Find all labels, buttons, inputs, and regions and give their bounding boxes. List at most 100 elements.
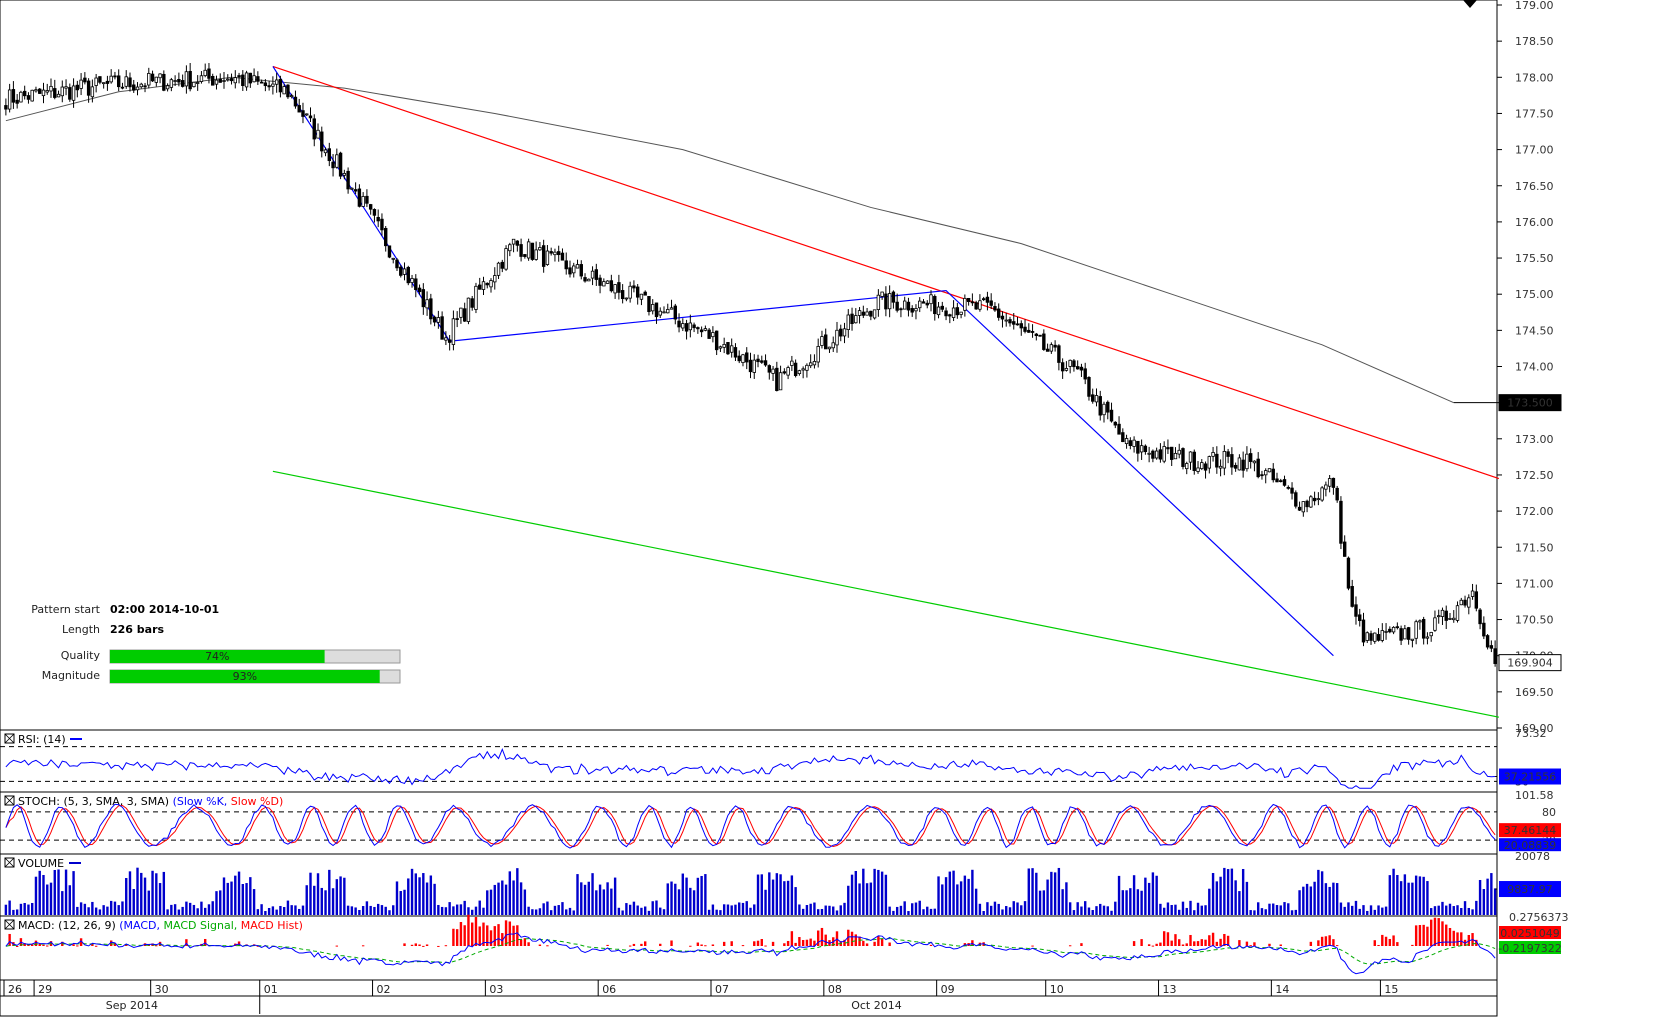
volume-bar — [46, 884, 49, 915]
macd-hist-bar — [459, 922, 463, 946]
candle-body — [530, 242, 535, 260]
volume-bar — [42, 874, 45, 915]
candle — [1057, 344, 1061, 371]
candle — [850, 307, 854, 331]
volume-bar — [1287, 903, 1290, 915]
candle — [801, 366, 805, 379]
candle — [1023, 319, 1027, 334]
macd-hist-bar — [689, 945, 692, 947]
volume-bar — [760, 874, 763, 915]
candle — [733, 343, 738, 361]
candle — [872, 309, 877, 320]
candle-body — [1301, 501, 1306, 513]
candle — [624, 297, 629, 302]
day-label: 13 — [1163, 983, 1177, 996]
volume-bar — [185, 901, 188, 915]
candle-body — [60, 86, 64, 97]
candle — [816, 338, 820, 368]
macd-hist-bar — [1426, 926, 1429, 946]
candle-body — [545, 250, 550, 265]
candle — [346, 167, 350, 194]
candle-body — [1361, 619, 1366, 643]
candle — [876, 289, 881, 317]
macd-hist-bar — [474, 917, 478, 946]
candle — [353, 182, 358, 195]
volume-bar — [926, 906, 929, 915]
macd-hist-bar — [854, 934, 857, 946]
volume-bar — [542, 903, 545, 915]
volume-bar — [497, 882, 500, 915]
macd-hist-bar — [813, 940, 816, 946]
volume-bar — [1215, 881, 1219, 915]
volume-bar — [1020, 905, 1023, 915]
candle-body — [1485, 635, 1490, 648]
candle-body — [1034, 333, 1039, 337]
volume-bar — [877, 869, 880, 915]
candle — [1226, 448, 1230, 464]
candle — [1128, 437, 1133, 450]
volume-bar — [1185, 907, 1188, 915]
macd-hist-bar — [42, 944, 45, 946]
macd-hist-bar — [1204, 939, 1207, 946]
candle-body — [1339, 500, 1343, 544]
rsi-value-badge — [1499, 768, 1561, 785]
candle — [1369, 630, 1373, 645]
candle-body — [56, 93, 61, 98]
candle-body — [523, 254, 527, 257]
candle-body — [1154, 450, 1159, 459]
candle — [173, 75, 177, 87]
candle-body — [737, 355, 741, 362]
candle-body — [1346, 557, 1351, 589]
volume-bar — [707, 909, 711, 915]
candle — [568, 260, 572, 278]
macd-hist-bar — [38, 944, 41, 946]
candle — [248, 72, 253, 88]
volume-bar — [504, 884, 508, 915]
volume-bar — [279, 905, 282, 915]
macd-hist-bar — [1147, 944, 1151, 946]
candle — [86, 78, 91, 103]
candle-body — [902, 300, 907, 310]
volume-bar — [847, 885, 850, 915]
volume-bar — [986, 902, 989, 915]
candle-body — [1391, 626, 1396, 633]
candle — [289, 93, 294, 99]
info-value-0: 02:00 2014-10-01 — [110, 603, 219, 616]
volume-bar — [1339, 902, 1343, 915]
stoch-title-d: Slow %D) — [231, 795, 283, 808]
rsi-frame — [0, 729, 1498, 797]
volume-bar — [711, 904, 715, 915]
candle-body — [1169, 446, 1174, 460]
volume-bar — [34, 876, 38, 915]
candle — [79, 73, 83, 96]
macd-hist-bar — [1181, 944, 1185, 946]
candle — [729, 338, 734, 358]
candle-body — [83, 77, 87, 83]
candle — [1282, 475, 1287, 487]
candle — [361, 192, 365, 207]
candle — [696, 326, 700, 334]
candle — [308, 107, 313, 122]
candle-body — [45, 90, 49, 93]
candle — [1316, 492, 1321, 506]
candle — [1448, 613, 1452, 620]
candle — [748, 352, 753, 379]
candle — [64, 79, 68, 96]
info-label-1: Length — [62, 623, 100, 636]
candle — [500, 259, 504, 273]
candle-body — [722, 343, 726, 348]
candle — [1391, 626, 1396, 635]
candle-body — [1072, 360, 1076, 368]
candle — [1354, 596, 1358, 625]
candle-body — [1027, 329, 1031, 333]
candle-body — [147, 73, 151, 86]
volume-bar — [659, 907, 662, 915]
volume-bar — [835, 910, 839, 915]
volume-bar — [467, 907, 470, 915]
candle — [391, 257, 395, 264]
candle — [342, 169, 347, 180]
candle — [139, 82, 143, 89]
volume-bar — [301, 905, 305, 915]
macd-hist-bar — [850, 931, 854, 946]
candle — [1162, 441, 1166, 464]
